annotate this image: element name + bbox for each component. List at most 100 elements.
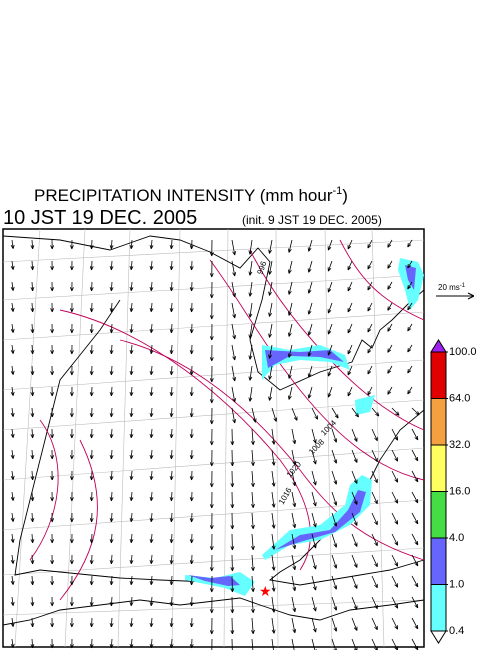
wind-arrow [169, 596, 174, 607]
wind-arrow [109, 281, 114, 292]
wind-arrow [327, 365, 333, 377]
wind-arrow [327, 302, 333, 314]
wind-arrow [149, 638, 154, 649]
wind-arrow [149, 491, 154, 502]
wind-arrow [291, 533, 297, 550]
wind-arrow [268, 323, 273, 338]
wind-arrow [169, 260, 174, 271]
wind-arrow [209, 533, 214, 551]
colorbar: 100.0 64.0 32.0 16.0 4.0 1.0 0.4 [430, 339, 477, 644]
wind-arrow [331, 512, 338, 527]
wind-arrow [30, 470, 35, 481]
colorbar-over [430, 339, 447, 353]
wind-arrow [411, 554, 419, 567]
wind-arrow [209, 617, 214, 635]
wind-arrow [30, 323, 35, 334]
title-main: PRECIPITATION INTENSITY (mm hour [34, 186, 333, 205]
wind-arrow [189, 491, 194, 502]
coastline [2, 235, 425, 626]
wind-arrow [291, 512, 297, 529]
wind-arrow [371, 449, 378, 463]
colorbar-label: 32.0 [449, 439, 470, 451]
wind-arrow [209, 323, 214, 341]
wind-arrow [411, 449, 419, 462]
wind-arrow [268, 239, 273, 254]
wind-arrow [311, 533, 317, 549]
wind-arrow [69, 575, 74, 586]
wind-arrow [331, 533, 338, 548]
wind-arrow [10, 596, 15, 606]
wind-arrow [268, 260, 273, 275]
wind-arrow [109, 596, 114, 607]
wind-arrow [89, 596, 94, 607]
wind-arrow [169, 533, 174, 544]
wind-arrow [109, 407, 114, 418]
wind-arrow [30, 533, 35, 544]
wind-arrow [291, 575, 297, 592]
vector-legend-text: 20 ms [438, 283, 460, 292]
wind-arrow [129, 470, 134, 481]
wind-arrow [307, 260, 313, 273]
valid-time: 10 JST 19 DEC. 2005 [3, 207, 197, 229]
wind-arrow [351, 596, 358, 610]
wind-arrow [371, 491, 378, 505]
wind-arrow [268, 365, 273, 380]
wind-arrow [407, 323, 413, 332]
wind-arrow [69, 617, 74, 628]
wind-arrow [209, 239, 214, 257]
wind-arrow [407, 239, 413, 248]
wind-arrow [251, 449, 255, 466]
wind-arrow [327, 281, 333, 293]
wind-arrow [50, 512, 55, 523]
wind-arrow [69, 260, 74, 271]
wind-arrow [69, 407, 74, 418]
wind-arrow [371, 470, 378, 484]
wind-arrow [347, 365, 353, 376]
wind-arrow [189, 386, 194, 397]
wind-arrow [169, 638, 174, 649]
wind-arrow [30, 386, 35, 397]
wind-arrow [209, 470, 214, 488]
wind-arrow [248, 260, 253, 276]
wind-arrow [10, 302, 15, 312]
wind-arrow [371, 407, 380, 417]
colorbar-label: 1.0 [449, 578, 464, 590]
precip-light [355, 395, 375, 415]
wind-arrow [169, 386, 174, 397]
wind-arrow [149, 449, 154, 460]
wind-arrow [89, 281, 94, 292]
wind-arrow [149, 617, 154, 628]
wind-arrow [30, 428, 35, 439]
wind-arrow [10, 260, 15, 270]
wind-arrow [251, 554, 255, 571]
wind-arrow [231, 323, 237, 340]
wind-arrow [311, 617, 317, 633]
wind-arrow [89, 239, 94, 250]
wind-arrow [189, 554, 194, 565]
wind-arrow [169, 239, 174, 250]
station-marker: ★ [259, 583, 272, 599]
wind-arrow [230, 554, 235, 572]
wind-arrow [30, 365, 35, 376]
wind-arrow [307, 239, 313, 252]
wind-arrow [351, 617, 358, 631]
wind-arrow [231, 281, 237, 298]
wind-arrow [347, 260, 353, 271]
wind-arrow [109, 491, 114, 502]
wind-arrow [291, 407, 298, 421]
wind-arrow [291, 554, 297, 571]
wind-arrow [189, 344, 194, 355]
wind-arrow [129, 491, 134, 502]
wind-arrow [371, 512, 378, 526]
colorbar-label: 64.0 [449, 392, 470, 404]
colorbar-bin [430, 351, 447, 399]
colorbar-label: 100.0 [449, 346, 477, 358]
wind-arrow [189, 449, 194, 460]
wind-arrow [209, 575, 214, 593]
wind-arrow [251, 428, 255, 445]
wind-arrow [50, 449, 55, 460]
wind-arrow [149, 386, 154, 397]
wind-arrow [347, 386, 353, 397]
wind-arrow [50, 575, 55, 586]
